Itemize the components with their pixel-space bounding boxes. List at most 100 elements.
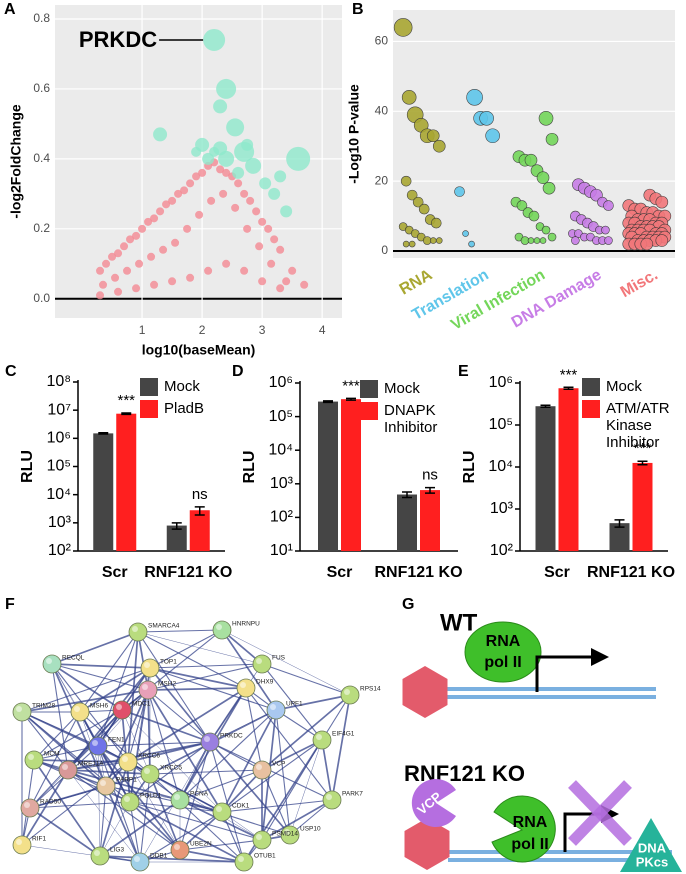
point <box>222 168 231 177</box>
y-tick-label: 10⁵ <box>489 416 513 433</box>
error-bar <box>402 491 412 499</box>
node-label: USP10 <box>300 826 321 833</box>
network-node <box>170 790 190 810</box>
node-highlight <box>174 794 180 800</box>
network-edge <box>261 694 351 771</box>
point <box>162 200 171 209</box>
point <box>245 157 262 174</box>
network-edge <box>245 687 263 771</box>
x-tick-label: Misc. <box>618 266 661 301</box>
network-edge <box>221 629 277 711</box>
point <box>454 186 465 197</box>
point <box>216 78 237 99</box>
point <box>274 170 287 183</box>
point <box>218 150 235 167</box>
point <box>466 89 483 106</box>
network-edge <box>129 741 211 803</box>
error-bar <box>563 386 574 390</box>
point <box>270 235 279 244</box>
y-tick-label: 10⁶ <box>269 374 293 391</box>
point <box>536 171 550 184</box>
panel-label: A <box>4 1 16 18</box>
legend-item: ATM/ATR Kinase Inhibitor <box>582 400 686 451</box>
panel-label: G <box>402 596 414 613</box>
network-edge <box>179 849 245 863</box>
network-node <box>24 750 44 770</box>
node-label: MSH2 <box>158 681 176 688</box>
y-axis-title: -log2FoldChange <box>8 104 24 219</box>
network-edge <box>261 739 323 771</box>
point <box>126 235 135 244</box>
network-node <box>252 760 272 780</box>
network-edge <box>105 785 141 863</box>
network-node <box>42 654 62 674</box>
panel-label: D <box>232 363 244 380</box>
pol-label: RNA <box>486 633 521 650</box>
network-edge <box>29 709 123 809</box>
network-edge <box>209 741 291 836</box>
node-highlight <box>122 756 128 762</box>
network-node <box>90 846 110 866</box>
x-tick-label: Scr <box>544 564 570 581</box>
rna-pol-ii <box>491 795 556 863</box>
network-node <box>200 732 220 752</box>
point <box>240 266 249 275</box>
network-edge <box>29 801 131 809</box>
network-edge <box>321 739 333 801</box>
network-edge <box>67 769 181 851</box>
network-edge <box>67 769 181 801</box>
point <box>539 237 547 244</box>
network-edge <box>147 689 151 775</box>
y-tick-label: 10⁷ <box>47 401 71 418</box>
network-edge <box>331 694 351 801</box>
point <box>538 110 554 126</box>
network-edge <box>137 631 247 689</box>
node-label: POLD1 <box>140 793 162 800</box>
point <box>571 236 580 245</box>
point <box>547 232 557 242</box>
point <box>528 210 540 222</box>
network-edge <box>51 663 149 691</box>
x-tick-label: RNF121 KO <box>587 564 675 581</box>
network-edge <box>245 687 333 801</box>
node-highlight <box>256 764 262 770</box>
node-label: TOP1 <box>160 659 177 666</box>
point <box>232 166 245 179</box>
point <box>153 127 168 142</box>
node-highlight <box>256 658 262 664</box>
point <box>462 230 469 237</box>
point <box>234 179 243 188</box>
legend-swatch <box>360 402 378 420</box>
pol-label: pol II <box>511 836 548 853</box>
point <box>150 280 159 289</box>
network-edge <box>121 709 151 775</box>
y-tick-label: 10³ <box>490 500 514 517</box>
point <box>267 259 276 268</box>
point <box>168 277 177 286</box>
x-axis-title: log10(baseMean) <box>142 342 256 358</box>
y-axis-title: RLU <box>461 451 478 484</box>
point <box>524 153 538 167</box>
node-label: PARK7 <box>342 791 363 798</box>
point <box>655 234 669 247</box>
point <box>180 186 189 195</box>
node-highlight <box>116 704 122 710</box>
point <box>198 168 207 177</box>
node-highlight <box>240 682 246 688</box>
bar <box>189 510 210 551</box>
bar <box>558 388 579 551</box>
panel-label: B <box>352 1 364 18</box>
point <box>485 128 500 144</box>
network-edge <box>79 631 139 713</box>
legend-swatch <box>582 378 600 396</box>
point <box>99 280 108 289</box>
node-label: MRE11A <box>78 761 104 768</box>
network-node <box>252 830 272 850</box>
bar <box>116 413 137 551</box>
y-tick-label: 10⁶ <box>489 374 513 391</box>
legend-label: Mock <box>606 378 642 395</box>
point <box>231 203 240 212</box>
point <box>479 110 494 126</box>
significance: *** <box>342 377 360 394</box>
network-edge <box>209 741 245 863</box>
